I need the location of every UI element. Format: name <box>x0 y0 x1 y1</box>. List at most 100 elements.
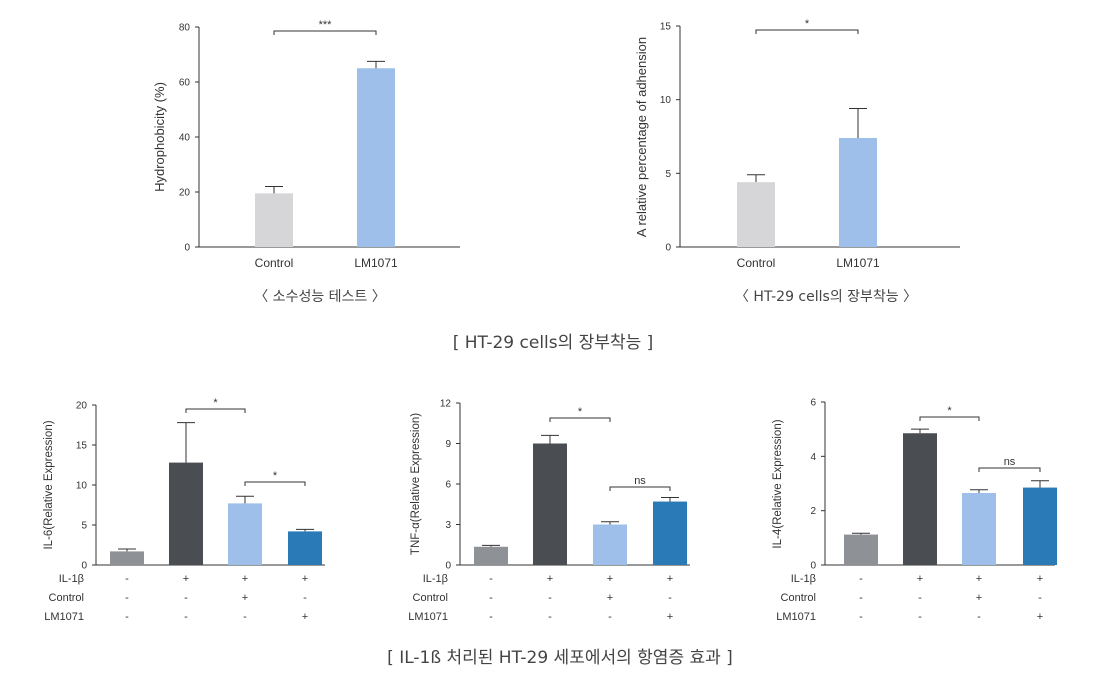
y-tick-label: 4 <box>810 452 816 463</box>
bar <box>593 524 627 565</box>
error-bar <box>849 108 867 138</box>
y-axis-label: IL-4(Relative Expression) <box>772 419 784 548</box>
bar <box>903 433 937 565</box>
y-tick-label: 5 <box>81 521 87 532</box>
significance-label: * <box>578 406 583 418</box>
treatment-mark: + <box>667 573 673 585</box>
caption-hydrophobicity: 〈 소수성능 테스트 〉 <box>254 289 386 305</box>
y-tick-label: 20 <box>179 188 191 199</box>
y-tick-label: 0 <box>445 561 451 572</box>
bar <box>474 546 508 565</box>
significance-label: * <box>805 18 810 30</box>
significance-label: * <box>947 405 952 417</box>
error-bar <box>177 422 195 463</box>
y-tick-label: 9 <box>445 439 451 450</box>
y-axis-label: A relative percentage of adhension <box>634 37 649 237</box>
treatment-mark: - <box>608 611 612 623</box>
bar <box>228 503 262 565</box>
y-tick-label: 10 <box>660 95 672 106</box>
treatment-mark: + <box>607 592 613 604</box>
treatment-row-label: LM1071 <box>776 611 816 623</box>
y-tick-label: 15 <box>660 22 672 33</box>
significance-bracket <box>609 486 671 491</box>
error-bar <box>541 434 559 444</box>
treatment-mark: - <box>859 573 863 585</box>
y-tick-label: 60 <box>179 78 191 89</box>
y-tick-label: 0 <box>81 561 87 572</box>
treatment-mark: + <box>917 573 923 585</box>
treatment-mark: - <box>489 611 493 623</box>
error-bar <box>970 489 988 494</box>
significance-label: ns <box>1004 456 1016 468</box>
chart-adhesion: 0 5 10 15 A relative percentage of adhension… <box>634 18 960 270</box>
caption-adhesion: 〈 HT-29 cells의 장부착능 〉 <box>735 289 917 305</box>
bar <box>169 462 203 565</box>
significance-label: *** <box>319 19 333 31</box>
bar <box>110 551 144 565</box>
treatment-row-label: IL-1β <box>423 573 448 585</box>
y-tick-label: 3 <box>445 520 451 531</box>
section-title-anti-inflammation: [ IL-1ß 처리된 HT-29 세포에서의 항염증 효과 ] <box>387 648 733 668</box>
y-tick-label: 15 <box>76 441 88 452</box>
significance-label: * <box>273 470 278 482</box>
y-tick-label: 6 <box>445 480 451 491</box>
treatment-mark: - <box>859 592 863 604</box>
significance-label: * <box>213 397 218 409</box>
bar <box>288 531 322 565</box>
treatment-mark: - <box>1038 592 1042 604</box>
axis-lines <box>198 27 460 248</box>
bar <box>533 443 567 565</box>
treatment-row-label: LM1071 <box>408 611 448 623</box>
bar <box>737 182 775 247</box>
y-tick-label: 20 <box>76 401 88 412</box>
treatment-mark: + <box>976 573 982 585</box>
treatment-mark: - <box>489 573 493 585</box>
section-title-adhesion: [ HT-29 cells의 장부착능 ] <box>453 333 654 353</box>
significance-bracket <box>244 481 306 486</box>
treatment-row-label: IL-1β <box>59 573 84 585</box>
y-tick-label: 12 <box>440 399 452 410</box>
treatment-mark: + <box>976 592 982 604</box>
y-tick-label: 6 <box>810 398 816 409</box>
bar <box>962 493 996 565</box>
significance-bracket <box>755 29 859 34</box>
significance-bracket <box>919 416 980 421</box>
treatment-mark: - <box>489 592 493 604</box>
treatment-mark: - <box>668 592 672 604</box>
bar <box>844 534 878 565</box>
significance-label: ns <box>634 475 646 487</box>
category-label: Control <box>255 256 294 270</box>
treatment-mark: + <box>242 592 248 604</box>
error-bar <box>661 497 679 502</box>
error-bar <box>265 186 283 194</box>
treatment-mark: + <box>1037 611 1043 623</box>
treatment-mark: - <box>548 611 552 623</box>
error-bar <box>296 528 314 532</box>
y-tick-label: 40 <box>179 133 191 144</box>
y-tick-label: 0 <box>665 243 671 254</box>
error-bar <box>601 521 619 525</box>
treatment-mark: - <box>125 611 129 623</box>
treatment-mark: + <box>547 573 553 585</box>
error-bar <box>482 544 500 547</box>
significance-bracket <box>978 467 1041 472</box>
treatment-row-label: IL-1β <box>791 573 816 585</box>
significance-bracket <box>549 417 611 422</box>
treatment-mark: - <box>303 592 307 604</box>
y-tick-label: 0 <box>810 561 816 572</box>
y-tick-label: 80 <box>179 23 191 34</box>
treatment-mark: - <box>184 592 188 604</box>
chart-il6: 0 5 10 15 20 IL-6(Relative Expression) * * IL-1β… <box>43 397 325 623</box>
significance-bracket <box>273 30 377 35</box>
significance-bracket <box>185 408 246 413</box>
treatment-row-label: Control <box>413 592 448 604</box>
error-bar <box>236 495 254 504</box>
treatment-mark: + <box>607 573 613 585</box>
treatment-mark: - <box>243 611 247 623</box>
bar <box>255 193 293 247</box>
y-tick-label: 0 <box>184 243 190 254</box>
y-axis-label: TNF-α(Relative Expression) <box>410 413 422 555</box>
category-label: Control <box>737 256 776 270</box>
treatment-mark: + <box>183 573 189 585</box>
